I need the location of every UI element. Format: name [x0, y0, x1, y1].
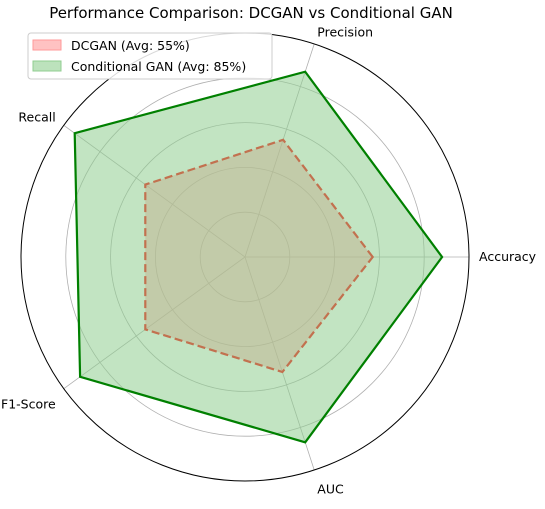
legend-swatch-0	[33, 40, 61, 50]
axis-label-recall: Recall	[18, 110, 55, 125]
axis-label-f1-score: F1-Score	[1, 397, 56, 412]
series-fill-1	[75, 72, 442, 443]
legend-label-0: DCGAN (Avg: 55%)	[71, 38, 190, 53]
series-layer	[75, 72, 442, 443]
chart-title: Performance Comparison: DCGAN vs Conditi…	[49, 4, 453, 22]
axis-label-auc: AUC	[317, 482, 344, 497]
legend-label-1: Conditional GAN (Avg: 85%)	[71, 59, 246, 74]
axis-label-precision: Precision	[317, 25, 373, 40]
legend-swatch-1	[33, 61, 61, 71]
legend: DCGAN (Avg: 55%) Conditional GAN (Avg: 85…	[28, 33, 272, 79]
axis-label-accuracy: Accuracy	[479, 249, 537, 264]
